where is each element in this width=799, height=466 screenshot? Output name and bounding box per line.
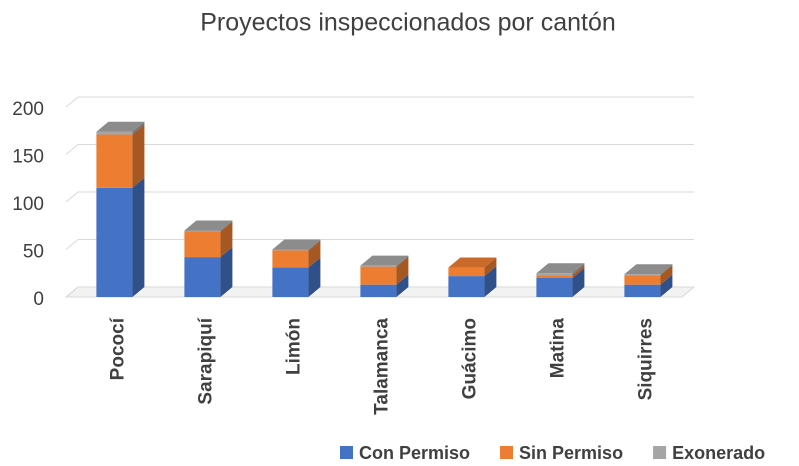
bar-segment xyxy=(536,278,573,297)
y-tick-label: 100 xyxy=(12,194,44,215)
bar-segment xyxy=(448,267,485,277)
x-tick-label: Siquirres xyxy=(635,318,656,400)
x-tick-label: Pococí xyxy=(107,317,128,380)
grid-line-side xyxy=(65,144,79,155)
bar-side xyxy=(132,177,145,297)
bar-segment xyxy=(96,134,133,188)
grid-line-side xyxy=(65,191,79,203)
bar-segment xyxy=(624,284,661,297)
legend-swatch xyxy=(340,446,353,459)
bar-side xyxy=(660,264,673,276)
bar-side xyxy=(572,263,585,276)
bar-segment xyxy=(184,231,221,258)
bar-top xyxy=(360,255,409,266)
bar-segment xyxy=(272,249,309,251)
bar-side xyxy=(484,257,497,277)
bar-side xyxy=(220,220,233,232)
bar-top xyxy=(536,263,585,274)
grid-line-side xyxy=(65,286,79,298)
bar-segment xyxy=(624,274,661,276)
bar-segment xyxy=(448,276,485,297)
bar-side xyxy=(308,257,321,297)
bar-side xyxy=(396,255,409,267)
bar-side xyxy=(660,265,673,285)
bar-side xyxy=(660,274,673,297)
bar-side xyxy=(484,266,497,297)
bar-side xyxy=(396,256,409,285)
y-tick-label: 200 xyxy=(12,99,44,120)
grid-line-side xyxy=(65,96,79,108)
bar-side xyxy=(396,274,409,297)
x-tick-label: Guácimo xyxy=(459,318,480,399)
bar-segment xyxy=(96,187,133,297)
x-tick-label: Limón xyxy=(283,318,304,375)
bar-segment xyxy=(184,257,221,297)
x-tick-label: Talamanca xyxy=(371,318,392,415)
y-tick-label: 0 xyxy=(33,289,44,310)
chart-title: Proyectos inspeccionados por cantón xyxy=(200,9,616,37)
bar-segment xyxy=(624,275,661,285)
bar-side xyxy=(308,240,321,268)
bar-segment xyxy=(272,250,309,268)
legend-swatch xyxy=(653,446,667,459)
bar-segment xyxy=(96,131,133,135)
bar-top xyxy=(448,257,497,268)
legend-label: Sin Permiso xyxy=(519,443,623,463)
bar-top xyxy=(272,239,321,250)
legend-label: Con Permiso xyxy=(359,443,470,463)
bar-segment xyxy=(184,230,221,232)
x-tick-label: Matina xyxy=(547,318,568,379)
bar-top xyxy=(184,220,233,231)
x-tick-label: Sarapiquí xyxy=(195,317,216,404)
bar-segment xyxy=(360,266,397,285)
legend-label: Exonerado xyxy=(672,443,765,463)
bar-segment xyxy=(360,284,397,297)
bar-top xyxy=(624,264,673,275)
bar-top xyxy=(96,121,145,132)
legend-swatch xyxy=(500,446,514,459)
bar-segment xyxy=(536,273,573,276)
y-tick-label: 150 xyxy=(12,147,44,168)
y-tick-label: 50 xyxy=(23,242,44,263)
bar-side xyxy=(572,268,585,297)
bar-side xyxy=(308,239,321,251)
bar-segment xyxy=(536,275,573,278)
bar-side xyxy=(572,265,585,278)
bar-side xyxy=(220,221,233,258)
bar-side xyxy=(220,247,233,297)
grid-line-side xyxy=(65,239,79,250)
bar-segment xyxy=(360,265,397,267)
bar-side xyxy=(132,121,145,135)
bar-side xyxy=(132,124,145,188)
bar-segment xyxy=(272,267,309,297)
